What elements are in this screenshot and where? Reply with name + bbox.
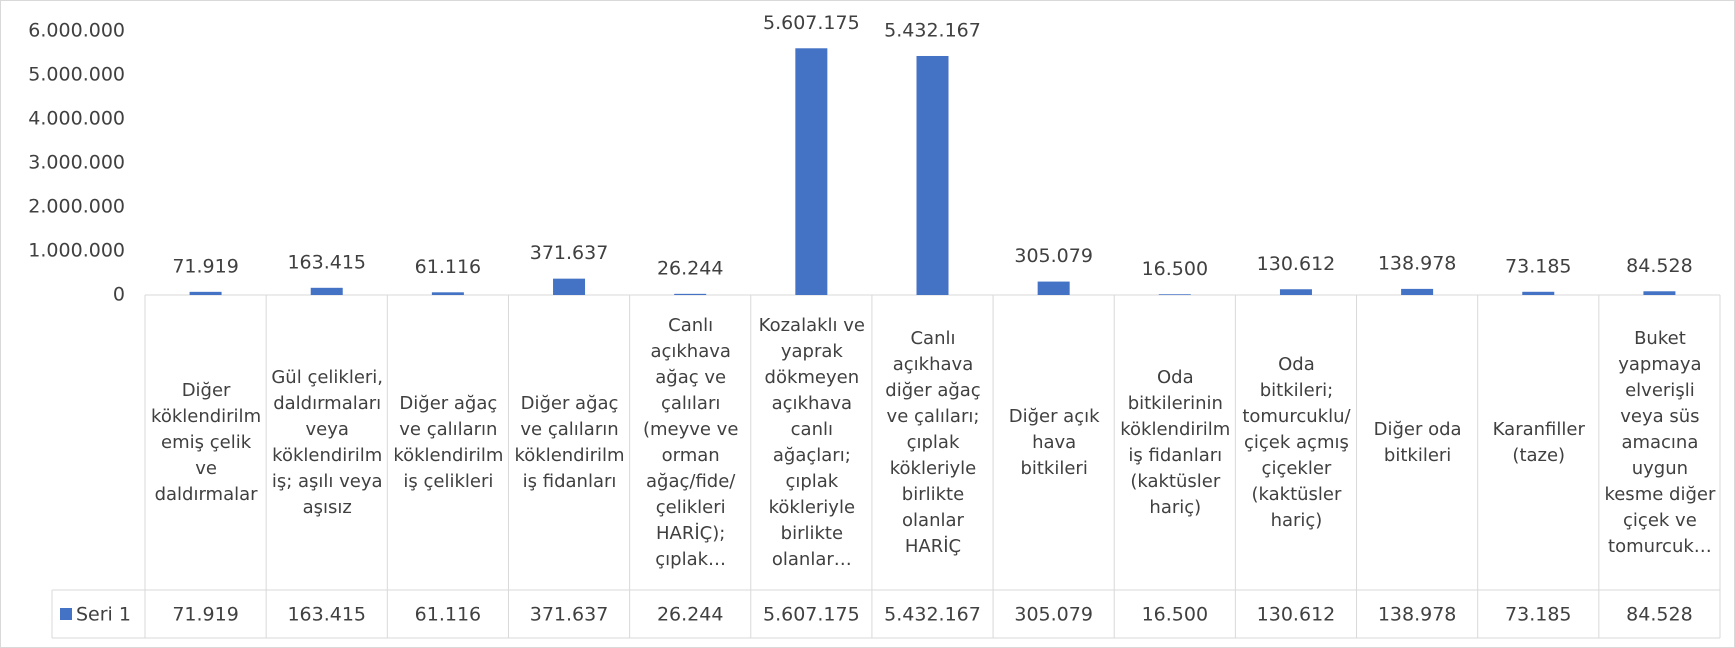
bar xyxy=(1279,289,1312,295)
table-value: 61.116 xyxy=(415,604,481,626)
category-label: Diğer köklendirilmemiş çelik ve daldırma… xyxy=(146,296,266,590)
table-value: 84.528 xyxy=(1626,604,1692,626)
data-label: 5.607.175 xyxy=(763,12,860,34)
data-label: 371.637 xyxy=(530,242,609,264)
bar xyxy=(916,55,949,296)
category-label-text: Canlı açıkhava diğer ağaç ve çalıları; ç… xyxy=(885,328,981,557)
category-label-text: Buket yapmaya elverişli veya süs amacına… xyxy=(1604,328,1716,557)
data-label: 305.079 xyxy=(1014,245,1093,267)
category-label-text: Diğer köklendirilmemiş çelik ve daldırma… xyxy=(151,380,262,505)
y-tick-label: 2.000.000 xyxy=(28,196,125,218)
category-label-text: Canlı açıkhava ağaç ve çalıları (meyve v… xyxy=(642,315,739,570)
bar xyxy=(674,293,707,295)
data-label: 61.116 xyxy=(415,256,481,278)
category-label-text: Kozalaklı ve yaprak dökmeyen açıkhava ca… xyxy=(758,315,865,570)
category-label-text: Diğer ağaç ve çalıların köklendirilmiş f… xyxy=(514,393,625,492)
table-value: 305.079 xyxy=(1014,604,1093,626)
category-label-text: Oda bitkileri; tomurcuklu/çiçek açmış çi… xyxy=(1242,354,1351,531)
category-label: Canlı açıkhava ağaç ve çalıları (meyve v… xyxy=(631,296,751,590)
table-value: 71.919 xyxy=(172,604,238,626)
table-value: 130.612 xyxy=(1257,604,1336,626)
bar xyxy=(1401,288,1434,295)
category-label-text: Diğer ağaç ve çalıların köklendirilmiş ç… xyxy=(393,393,504,492)
category-label: Diğer ağaç ve çalıların köklendirilmiş f… xyxy=(509,296,629,590)
category-label-text: Gül çelikleri, daldırmaları veya köklend… xyxy=(271,367,384,518)
y-tick-label: 6.000.000 xyxy=(28,20,125,42)
y-tick-label: 3.000.000 xyxy=(28,152,125,174)
data-label: 130.612 xyxy=(1257,253,1336,275)
bar xyxy=(1643,291,1676,295)
category-label: Gül çelikleri, daldırmaları veya köklend… xyxy=(267,296,387,590)
category-label: Oda bitkileri; tomurcuklu/çiçek açmış çi… xyxy=(1236,296,1356,590)
category-label: Diğer ağaç ve çalıların köklendirilmiş ç… xyxy=(388,296,508,590)
table-value: 16.500 xyxy=(1142,604,1208,626)
data-label: 5.432.167 xyxy=(884,19,981,41)
table-value: 73.185 xyxy=(1505,604,1571,626)
y-tick-label: 0 xyxy=(113,284,125,306)
data-label: 71.919 xyxy=(172,255,238,277)
legend-label: Seri 1 xyxy=(76,604,131,626)
data-label: 163.415 xyxy=(287,251,366,273)
category-label: Oda bitkilerinin köklendirilmiş fidanlar… xyxy=(1115,296,1235,590)
bar xyxy=(431,292,464,295)
data-label: 84.528 xyxy=(1626,255,1692,277)
table-value: 5.432.167 xyxy=(884,604,981,626)
category-label-text: Diğer oda bitkileri xyxy=(1373,419,1462,466)
y-tick-label: 4.000.000 xyxy=(28,108,125,130)
table-value: 163.415 xyxy=(287,604,366,626)
category-label-text: Oda bitkilerinin köklendirilmiş fidanlar… xyxy=(1120,367,1231,518)
table-value: 371.637 xyxy=(530,604,609,626)
category-label-text: Karanfiller (taze) xyxy=(1492,419,1585,466)
bar xyxy=(1158,294,1191,295)
y-tick-label: 5.000.000 xyxy=(28,64,125,86)
table-value: 26.244 xyxy=(657,604,723,626)
bar xyxy=(795,48,828,295)
bar xyxy=(310,287,343,295)
data-label: 73.185 xyxy=(1505,255,1571,277)
data-label: 16.500 xyxy=(1142,258,1208,280)
category-label: Kozalaklı ve yaprak dökmeyen açıkhava ca… xyxy=(752,296,872,590)
category-label: Buket yapmaya elverişli veya süs amacına… xyxy=(1600,296,1720,590)
y-tick-label: 1.000.000 xyxy=(28,240,125,262)
category-label: Canlı açıkhava diğer ağaç ve çalıları; ç… xyxy=(873,296,993,590)
category-label: Karanfiller (taze) xyxy=(1479,296,1599,590)
legend-swatch xyxy=(60,608,72,620)
bar xyxy=(1037,281,1070,295)
bar xyxy=(189,291,222,295)
table-value: 5.607.175 xyxy=(763,604,860,626)
data-label: 26.244 xyxy=(657,257,723,279)
category-label-text: Diğer açık hava bitkileri xyxy=(1008,406,1100,479)
data-label: 138.978 xyxy=(1378,252,1457,274)
bar xyxy=(553,278,586,295)
bar xyxy=(1522,291,1555,295)
category-label: Diğer oda bitkileri xyxy=(1358,296,1478,590)
category-label: Diğer açık hava bitkileri xyxy=(994,296,1114,590)
table-value: 138.978 xyxy=(1378,604,1457,626)
